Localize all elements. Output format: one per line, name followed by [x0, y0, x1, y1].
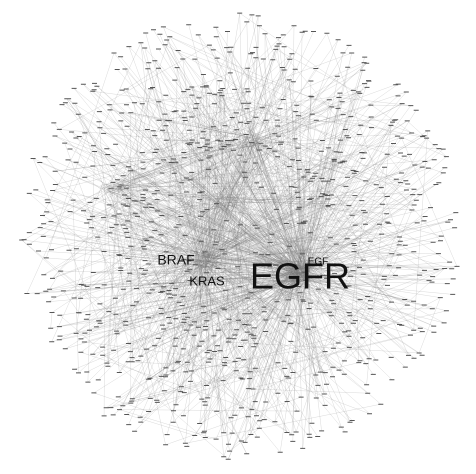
node-label: EGF	[308, 257, 329, 268]
node-label: BRAF	[157, 252, 194, 268]
node-label: EGFR	[250, 256, 350, 297]
node-layer	[19, 12, 460, 460]
edge-layer	[21, 12, 458, 460]
node-dots	[19, 12, 460, 460]
edges	[21, 12, 458, 460]
node-label: KRAS	[189, 273, 225, 288]
